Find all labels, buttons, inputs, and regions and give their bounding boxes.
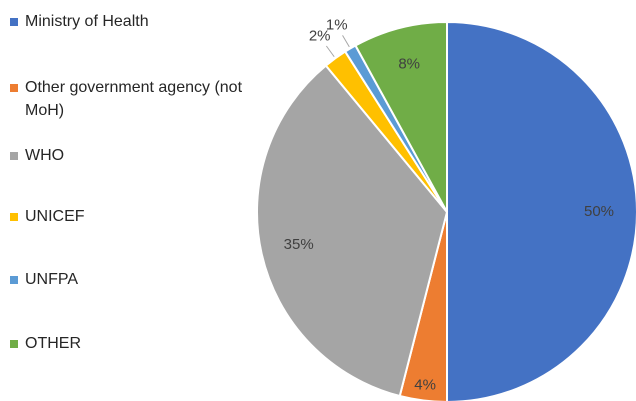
data-label: 2%	[309, 28, 331, 45]
legend-item: Ministry of Health	[10, 10, 260, 33]
legend-label: Ministry of Health	[25, 13, 149, 30]
legend-label: UNICEF	[25, 208, 85, 225]
legend-swatch	[10, 340, 18, 348]
pie-slice	[354, 20, 448, 213]
legend-item: OTHER	[10, 332, 260, 355]
leader-line	[342, 35, 350, 48]
legend-item: UNICEF	[10, 205, 260, 228]
data-label: 1%	[326, 17, 348, 34]
legend-label: Other government agency (not MoH)	[25, 79, 243, 119]
pie-slice	[446, 20, 636, 401]
legend-label: UNFPA	[25, 271, 79, 288]
data-label: 4%	[414, 376, 436, 393]
legend-swatch	[10, 152, 18, 160]
legend-swatch	[10, 276, 18, 284]
legend-label: OTHER	[25, 335, 81, 352]
pie-slice	[256, 64, 449, 398]
leader-line	[325, 45, 335, 58]
legend-swatch	[10, 18, 18, 26]
data-label: 8%	[398, 56, 420, 73]
data-label: 50%	[584, 203, 614, 220]
legend-item: WHO	[10, 144, 260, 167]
legend-label: WHO	[25, 147, 65, 164]
legend-item: UNFPA	[10, 268, 260, 291]
legend-swatch	[10, 213, 18, 221]
legend-item: Other government agency (not MoH)	[10, 76, 260, 122]
legend-swatch	[10, 84, 18, 92]
data-label: 35%	[284, 236, 314, 253]
